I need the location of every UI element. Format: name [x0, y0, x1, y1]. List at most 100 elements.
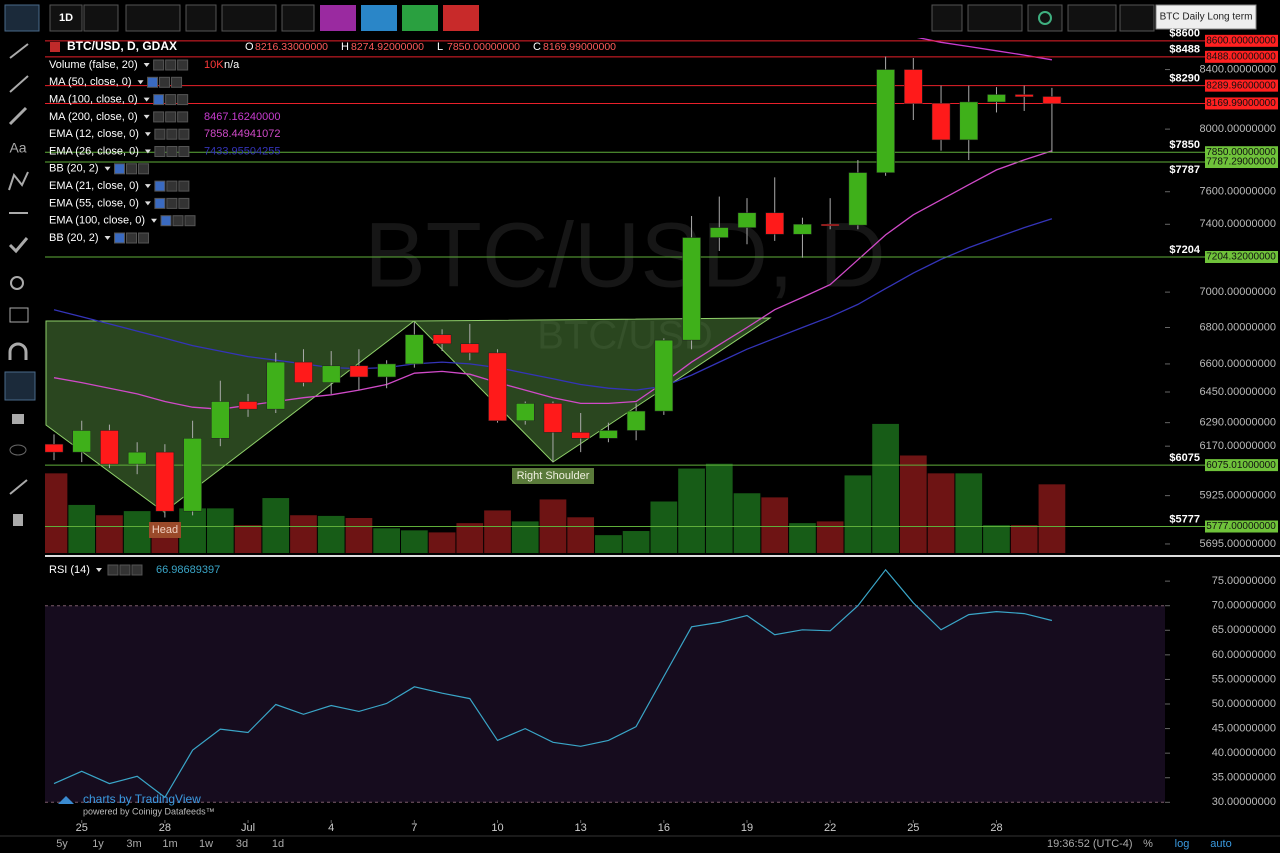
camera-icon [1038, 11, 1052, 25]
indicator-icon[interactable] [154, 180, 166, 192]
candle-body [1042, 96, 1062, 104]
indicator-name: MA (50, close, 0) [49, 76, 132, 88]
volume-bar [705, 463, 733, 553]
cube-button[interactable] [320, 5, 356, 31]
indicator-icon[interactable] [153, 59, 165, 71]
interval-button[interactable] [49, 4, 83, 32]
indicator-icon[interactable] [147, 76, 159, 88]
indicator-icon[interactable] [126, 163, 138, 175]
y-tick-label: 5925.00000000 [1200, 490, 1276, 502]
auto-toggle[interactable]: auto [1210, 838, 1231, 850]
undo-redo-button[interactable] [967, 4, 1023, 32]
indicator-name: EMA (12, close, 0) [49, 128, 139, 140]
indicator-name: Volume (false, 20) [49, 59, 138, 71]
range-button[interactable]: 5y [56, 838, 68, 850]
indicator-icon[interactable] [165, 94, 177, 106]
crosshair-button[interactable] [4, 4, 40, 32]
indicator-icon[interactable] [178, 146, 190, 157]
load-button[interactable] [1067, 4, 1117, 32]
indicator-icon[interactable] [166, 197, 178, 209]
indicator-icon[interactable] [177, 111, 189, 123]
indicator-icon[interactable] [154, 146, 166, 157]
active-tool[interactable] [4, 371, 36, 401]
candle-body [793, 224, 812, 235]
percent-toggle[interactable]: % [1143, 838, 1153, 850]
indicator-line [53, 218, 1053, 391]
save-button[interactable] [1119, 4, 1155, 32]
compare-button[interactable] [281, 4, 315, 32]
layout-name-box[interactable] [1155, 4, 1257, 30]
indicator-icon[interactable] [177, 94, 189, 106]
tools-tool[interactable] [9, 479, 28, 495]
indicator-icon[interactable] [138, 163, 150, 175]
indicator-icon[interactable] [178, 180, 190, 192]
range-button[interactable]: 3d [236, 838, 248, 850]
indicator-icon[interactable] [154, 128, 166, 140]
buy-button[interactable] [402, 5, 438, 31]
indicator-icon[interactable] [178, 128, 190, 140]
x-tick-label: 19 [741, 822, 753, 834]
candles [45, 56, 1062, 518]
magnet-tool[interactable] [8, 342, 28, 360]
indicator-icon[interactable] [166, 128, 178, 140]
indicator-icon[interactable] [171, 76, 183, 88]
volume-bar [983, 525, 1010, 553]
fib-tool[interactable] [9, 75, 29, 93]
range-button[interactable]: 1d [272, 838, 284, 850]
candle-body [377, 363, 396, 378]
y-tick-label: 6450.00000000 [1200, 386, 1276, 398]
indicator-icon[interactable] [153, 111, 165, 123]
rsi-icon[interactable] [107, 564, 119, 576]
settings-button[interactable] [185, 4, 217, 32]
indicator-icon[interactable] [165, 111, 177, 123]
indicator-icon[interactable] [153, 94, 165, 106]
indicator-icon[interactable] [166, 146, 178, 157]
indicator-icon[interactable] [114, 163, 126, 175]
candle-body [1014, 94, 1034, 97]
volume-bar [567, 517, 595, 553]
range-button[interactable]: 3m [126, 838, 141, 850]
candle-body [931, 103, 951, 141]
indicators-button[interactable] [221, 4, 277, 32]
volume-bar [844, 475, 872, 553]
indicator-icon[interactable] [159, 76, 171, 88]
snapshot-button[interactable] [1027, 4, 1063, 32]
candle-body [266, 361, 286, 410]
lock-tool[interactable] [12, 414, 24, 424]
rsi-icon[interactable] [119, 564, 131, 576]
pattern-tool[interactable] [8, 171, 29, 191]
sell-button[interactable] [443, 5, 479, 31]
zoom-tool[interactable] [10, 276, 24, 290]
rsi-icon[interactable] [131, 564, 143, 576]
interval-menu[interactable] [83, 4, 119, 32]
log-toggle[interactable]: log [1175, 838, 1190, 850]
range-button[interactable]: 1w [199, 838, 213, 850]
indicator-icon[interactable] [165, 59, 177, 71]
hide-tool[interactable] [9, 444, 27, 456]
candle-body [904, 69, 923, 104]
fullscreen-button[interactable] [931, 4, 963, 32]
indicator-icon[interactable] [166, 180, 178, 192]
text-tool[interactable]: Aa [9, 140, 26, 156]
range-button[interactable]: 1m [162, 838, 177, 850]
indicator-icon[interactable] [160, 215, 172, 227]
head-label: Head [152, 524, 178, 536]
indicator-icon[interactable] [184, 215, 196, 227]
indicator-icon[interactable] [172, 215, 184, 227]
trash-tool[interactable] [13, 514, 23, 526]
alert-button[interactable] [361, 5, 397, 31]
chart-type-button[interactable] [125, 4, 181, 32]
trend-tool[interactable] [9, 43, 29, 59]
range-button[interactable]: 1y [92, 838, 104, 850]
indicator-icon[interactable] [154, 197, 166, 209]
measure-chart-tool[interactable] [9, 307, 29, 323]
candle-body [626, 410, 646, 431]
indicator-menu [137, 80, 144, 85]
indicator-icon[interactable] [178, 197, 190, 209]
indicator-icon[interactable] [138, 232, 150, 244]
indicator-icon[interactable] [114, 232, 126, 244]
brush-tool[interactable] [8, 106, 28, 126]
indicator-icon[interactable] [126, 232, 138, 244]
indicator-icon[interactable] [177, 59, 189, 71]
check-tool[interactable] [8, 237, 29, 254]
